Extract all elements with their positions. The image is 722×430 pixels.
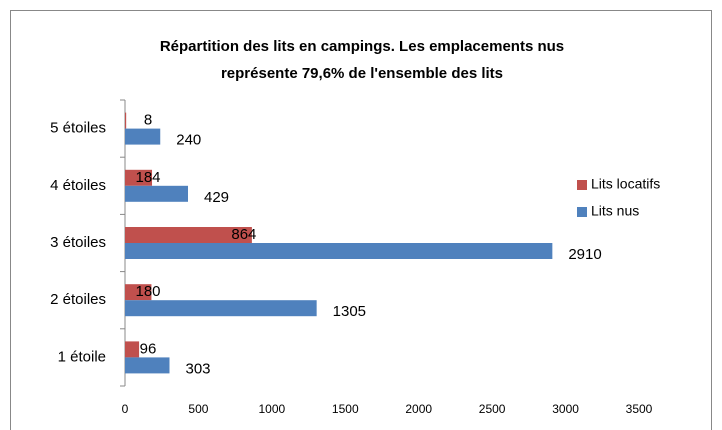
data-label: 1305 <box>333 303 366 320</box>
chart-title: Répartition des lits en campings. Les em… <box>160 38 564 55</box>
bar <box>125 341 140 358</box>
legend-swatch <box>577 180 587 190</box>
x-tick-label: 500 <box>188 402 208 416</box>
chart-title: représente 79,6% de l'ensemble des lits <box>221 65 503 82</box>
data-label: 429 <box>204 189 229 206</box>
data-label: 864 <box>231 226 256 243</box>
y-tick-label: 1 étoile <box>58 348 106 365</box>
x-tick-label: 1500 <box>332 402 359 416</box>
x-tick-label: 3500 <box>626 402 653 416</box>
bar <box>125 128 161 145</box>
data-label: 180 <box>135 283 160 300</box>
bar <box>125 169 153 186</box>
x-tick-label: 2500 <box>479 402 506 416</box>
data-label: 96 <box>140 340 157 357</box>
bar <box>125 243 553 259</box>
y-tick-label: 4 étoiles <box>50 177 106 194</box>
legend-label: Lits locatifs <box>591 176 660 192</box>
y-tick-label: 5 étoiles <box>50 120 106 137</box>
legend-label: Lits nus <box>591 203 639 219</box>
data-label: 8 <box>144 112 152 129</box>
bar <box>125 284 152 301</box>
data-label: 303 <box>185 360 210 377</box>
data-label: 2910 <box>568 246 601 263</box>
x-tick-label: 2000 <box>405 402 432 416</box>
bar <box>125 300 317 317</box>
x-tick-label: 0 <box>122 402 129 416</box>
x-tick-label: 1000 <box>259 402 286 416</box>
bar <box>125 357 170 374</box>
data-label: 240 <box>176 132 201 149</box>
bar <box>125 185 189 202</box>
y-tick-label: 2 étoiles <box>50 291 106 308</box>
y-tick-label: 3 étoiles <box>50 234 106 251</box>
data-label: 184 <box>135 169 160 186</box>
bar <box>125 227 252 243</box>
legend-swatch <box>577 207 587 217</box>
x-tick-label: 3000 <box>552 402 579 416</box>
bar <box>125 112 127 129</box>
